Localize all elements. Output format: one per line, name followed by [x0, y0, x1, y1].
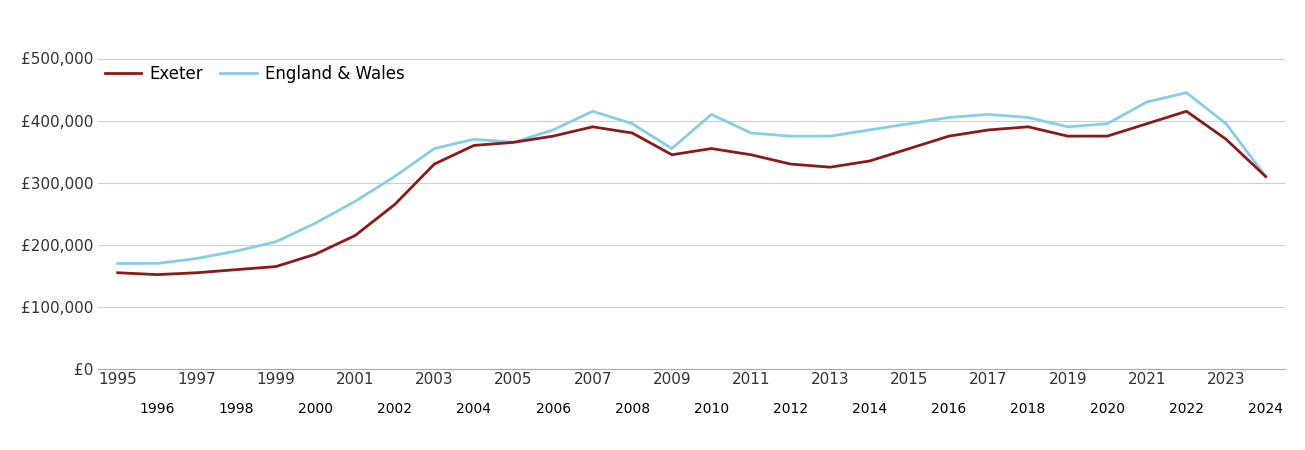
Exeter — [1139, 121, 1155, 126]
England & Wales — [1258, 174, 1274, 179]
Exeter — [1219, 136, 1235, 142]
Legend: Exeter, England & Wales: Exeter, England & Wales — [98, 58, 411, 90]
Exeter — [545, 133, 561, 139]
England & Wales — [1219, 121, 1235, 126]
England & Wales — [941, 115, 957, 120]
England & Wales — [1060, 124, 1075, 130]
England & Wales — [863, 127, 878, 133]
Exeter — [664, 152, 680, 158]
Exeter — [625, 130, 641, 136]
England & Wales — [703, 112, 719, 117]
England & Wales — [386, 174, 402, 179]
England & Wales — [981, 112, 997, 117]
England & Wales — [466, 136, 482, 142]
Exeter — [783, 162, 799, 167]
Line: Exeter: Exeter — [117, 111, 1266, 274]
Exeter — [110, 270, 125, 275]
England & Wales — [783, 133, 799, 139]
England & Wales — [545, 127, 561, 133]
England & Wales — [743, 130, 758, 136]
England & Wales — [110, 261, 125, 266]
England & Wales — [506, 140, 522, 145]
Line: England & Wales: England & Wales — [117, 93, 1266, 263]
Exeter — [1021, 124, 1036, 130]
Exeter — [228, 267, 244, 272]
England & Wales — [228, 248, 244, 254]
Exeter — [150, 272, 166, 277]
Exeter — [347, 233, 363, 238]
Exeter — [1178, 108, 1194, 114]
England & Wales — [150, 261, 166, 266]
Exeter — [427, 162, 442, 167]
Exeter — [308, 252, 324, 257]
Exeter — [703, 146, 719, 151]
England & Wales — [822, 133, 838, 139]
England & Wales — [347, 198, 363, 204]
Exeter — [981, 127, 997, 133]
England & Wales — [308, 220, 324, 226]
Exeter — [386, 202, 402, 207]
England & Wales — [1178, 90, 1194, 95]
Exeter — [585, 124, 600, 130]
Exeter — [1060, 133, 1075, 139]
England & Wales — [1021, 115, 1036, 120]
England & Wales — [585, 108, 600, 114]
Exeter — [743, 152, 758, 158]
England & Wales — [427, 146, 442, 151]
England & Wales — [189, 256, 205, 261]
Exeter — [269, 264, 284, 269]
England & Wales — [664, 146, 680, 151]
Exeter — [822, 164, 838, 170]
Exeter — [1099, 133, 1114, 139]
England & Wales — [902, 121, 917, 126]
England & Wales — [625, 121, 641, 126]
Exeter — [506, 140, 522, 145]
England & Wales — [1139, 99, 1155, 105]
England & Wales — [269, 239, 284, 244]
England & Wales — [1099, 121, 1114, 126]
Exeter — [1258, 174, 1274, 179]
Exeter — [189, 270, 205, 275]
Exeter — [902, 146, 917, 151]
Exeter — [941, 133, 957, 139]
Exeter — [863, 158, 878, 164]
Exeter — [466, 143, 482, 148]
